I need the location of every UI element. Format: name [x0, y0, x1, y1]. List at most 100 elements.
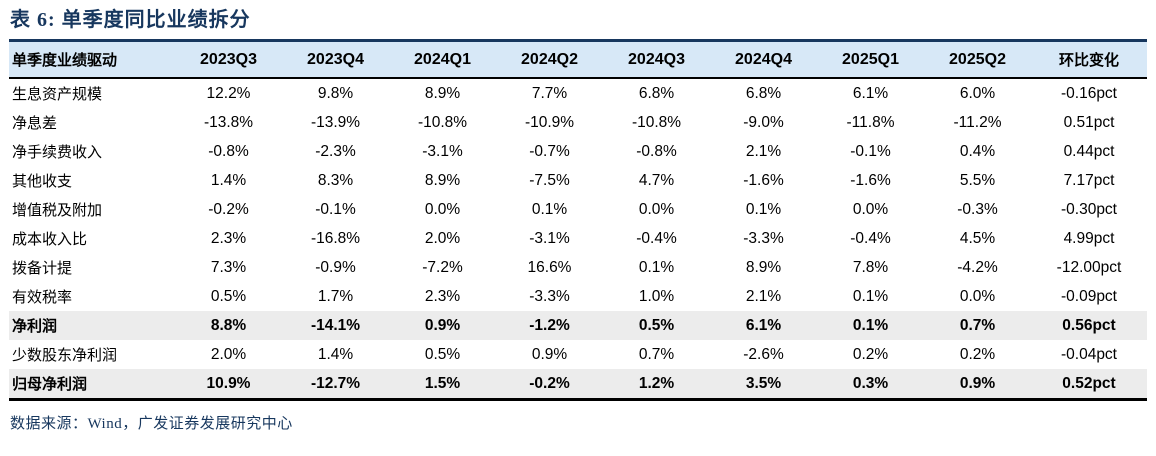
cell-value: 8.9% [389, 78, 496, 108]
table-row: 其他收支 1.4% 8.3% 8.9% -7.5% 4.7% -1.6% -1.6% 5.5% 7… [9, 166, 1147, 195]
row-label: 增值税及附加 [9, 195, 175, 224]
cell-value: -10.8% [389, 108, 496, 137]
cell-value: -13.8% [175, 108, 282, 137]
cell-value: -0.1% [817, 137, 924, 166]
cell-value: 12.2% [175, 78, 282, 108]
cell-value: 0.1% [496, 195, 603, 224]
cell-value: 0.5% [175, 282, 282, 311]
cell-value: -3.3% [496, 282, 603, 311]
cell-value: 1.0% [603, 282, 710, 311]
cell-value: 6.8% [603, 78, 710, 108]
table-row: 净利润 8.8% -14.1% 0.9% -1.2% 0.5% 6.1% 0.1% 0.7% 0.… [9, 311, 1147, 340]
table-body: 生息资产规模 12.2% 9.8% 8.9% 7.7% 6.8% 6.8% 6.1% 6.0% -… [9, 78, 1147, 400]
cell-value: 0.7% [603, 340, 710, 369]
cell-value: 0.1% [603, 253, 710, 282]
row-label: 净息差 [9, 108, 175, 137]
cell-value: 2.3% [175, 224, 282, 253]
cell-value: -1.6% [710, 166, 817, 195]
table-row: 净息差 -13.8% -13.9% -10.8% -10.9% -10.8% -9.0% -1… [9, 108, 1147, 137]
table-title: 表 6: 单季度同比业绩拆分 [10, 9, 251, 31]
cell-value: -7.2% [389, 253, 496, 282]
cell-value: 6.8% [710, 78, 817, 108]
cell-value: 7.8% [817, 253, 924, 282]
cell-value: 4.99pct [1031, 224, 1147, 253]
cell-value: 7.17pct [1031, 166, 1147, 195]
cell-value: -10.9% [496, 108, 603, 137]
column-header-metric: 单季度业绩驱动 [9, 40, 175, 79]
cell-value: 0.0% [924, 282, 1031, 311]
cell-value: 0.4% [924, 137, 1031, 166]
cell-value: -0.2% [175, 195, 282, 224]
row-label: 成本收入比 [9, 224, 175, 253]
cell-value: 3.5% [710, 369, 817, 400]
cell-value: -4.2% [924, 253, 1031, 282]
cell-value: 2.1% [710, 282, 817, 311]
cell-value: -0.4% [603, 224, 710, 253]
cell-value: 1.4% [282, 340, 389, 369]
cell-value: 8.9% [389, 166, 496, 195]
cell-value: -2.3% [282, 137, 389, 166]
data-source-note: 数据来源：Wind，广发证券发展研究中心 [10, 416, 293, 432]
cell-value: -0.2% [496, 369, 603, 400]
cell-value: 0.5% [603, 311, 710, 340]
cell-value: -13.9% [282, 108, 389, 137]
cell-value: 2.0% [175, 340, 282, 369]
cell-value: 0.1% [817, 282, 924, 311]
cell-value: -0.9% [282, 253, 389, 282]
table-row: 少数股东净利润 2.0% 1.4% 0.5% 0.9% 0.7% -2.6% 0.2% 0.2%… [9, 340, 1147, 369]
cell-value: 0.3% [817, 369, 924, 400]
cell-value: 0.9% [389, 311, 496, 340]
cell-value: -1.6% [817, 166, 924, 195]
cell-value: 0.0% [389, 195, 496, 224]
cell-value: -3.1% [389, 137, 496, 166]
column-header-2024q3: 2024Q3 [603, 40, 710, 79]
column-header-qoq-change: 环比变化 [1031, 40, 1147, 79]
cell-value: 0.0% [817, 195, 924, 224]
cell-value: 0.9% [496, 340, 603, 369]
report-table-figure: 表 6: 单季度同比业绩拆分 单季度业绩驱动 2023Q3 2023Q4 2024Q1… [9, 9, 1147, 432]
cell-value: 6.1% [817, 78, 924, 108]
cell-value: 2.1% [710, 137, 817, 166]
table-row: 归母净利润 10.9% -12.7% 1.5% -0.2% 1.2% 3.5% 0.3% 0.9… [9, 369, 1147, 400]
cell-value: 0.51pct [1031, 108, 1147, 137]
cell-value: 9.8% [282, 78, 389, 108]
cell-value: 2.0% [389, 224, 496, 253]
cell-value: 1.4% [175, 166, 282, 195]
cell-value: -0.16pct [1031, 78, 1147, 108]
cell-value: 0.0% [603, 195, 710, 224]
column-header-2023q3: 2023Q3 [175, 40, 282, 79]
cell-value: -0.09pct [1031, 282, 1147, 311]
cell-value: -14.1% [282, 311, 389, 340]
cell-value: 1.7% [282, 282, 389, 311]
cell-value: 1.5% [389, 369, 496, 400]
column-header-2024q2: 2024Q2 [496, 40, 603, 79]
cell-value: -9.0% [710, 108, 817, 137]
cell-value: 0.7% [924, 311, 1031, 340]
cell-value: 0.52pct [1031, 369, 1147, 400]
cell-value: -0.30pct [1031, 195, 1147, 224]
cell-value: -2.6% [710, 340, 817, 369]
performance-breakdown-table: 单季度业绩驱动 2023Q3 2023Q4 2024Q1 2024Q2 2024Q3 202… [9, 39, 1147, 401]
cell-value: -0.4% [817, 224, 924, 253]
cell-value: 2.3% [389, 282, 496, 311]
cell-value: -12.7% [282, 369, 389, 400]
cell-value: 0.56pct [1031, 311, 1147, 340]
cell-value: 4.5% [924, 224, 1031, 253]
cell-value: -1.2% [496, 311, 603, 340]
table-row: 增值税及附加 -0.2% -0.1% 0.0% 0.1% 0.0% 0.1% 0.0% -0.3… [9, 195, 1147, 224]
cell-value: 0.2% [924, 340, 1031, 369]
cell-value: 7.3% [175, 253, 282, 282]
cell-value: 8.8% [175, 311, 282, 340]
cell-value: 1.2% [603, 369, 710, 400]
cell-value: -11.8% [817, 108, 924, 137]
table-row: 有效税率 0.5% 1.7% 2.3% -3.3% 1.0% 2.1% 0.1% 0.0% -0.… [9, 282, 1147, 311]
cell-value: 0.2% [817, 340, 924, 369]
row-label: 少数股东净利润 [9, 340, 175, 369]
cell-value: -7.5% [496, 166, 603, 195]
row-label: 归母净利润 [9, 369, 175, 400]
cell-value: -3.3% [710, 224, 817, 253]
cell-value: -0.04pct [1031, 340, 1147, 369]
cell-value: 5.5% [924, 166, 1031, 195]
cell-value: -12.00pct [1031, 253, 1147, 282]
table-row: 净手续费收入 -0.8% -2.3% -3.1% -0.7% -0.8% 2.1% -0.1%… [9, 137, 1147, 166]
